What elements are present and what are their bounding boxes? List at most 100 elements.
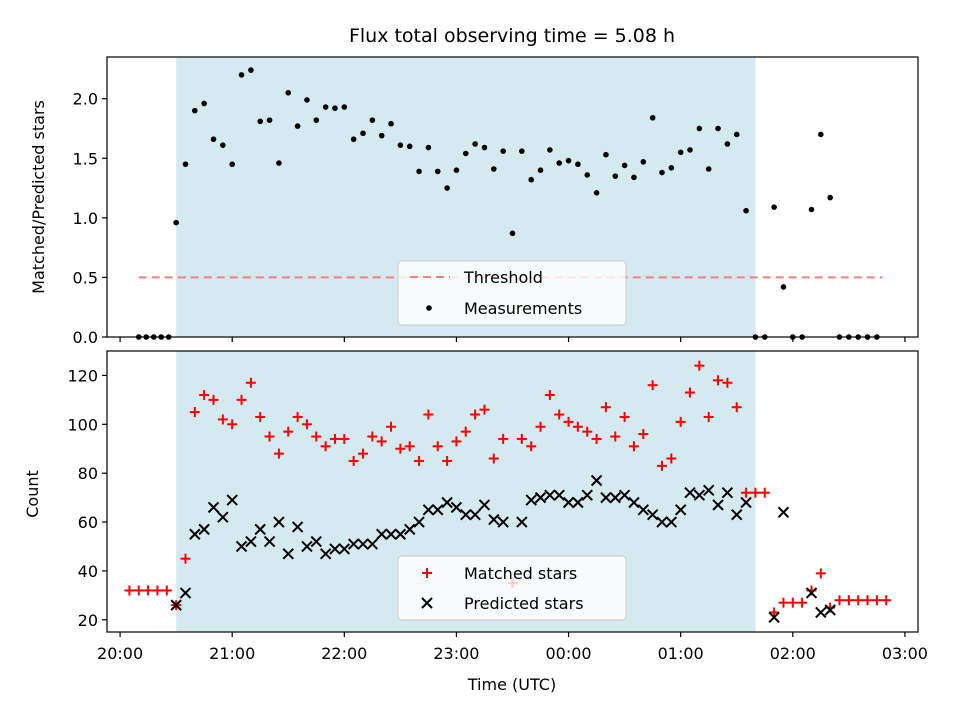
top-y-tick-label: 2.0 [73,90,98,109]
matched-star-point [862,595,873,606]
predicted-star-point [693,489,706,501]
predicted-star-point [235,540,248,553]
matched-star-point [217,414,228,425]
measurement-point [509,230,516,237]
matched-star-point [871,595,882,606]
predicted-star-stroke-b [674,504,687,516]
matched-star-point [535,421,546,432]
measurement-point [453,167,460,173]
matched-star-point [273,448,284,459]
predicted-star-point [712,499,724,511]
measurement-point [210,136,217,143]
matched-star-point [180,553,191,564]
predicted-star-point [656,516,668,528]
measurement-point [603,151,609,158]
matched-star-point [834,595,845,606]
predicted-star-point [179,587,192,599]
predicted-star-point [441,496,453,509]
matched-star-point [591,433,602,444]
predicted-star-stroke-b [590,474,603,487]
predicted-star-stroke-b [562,496,575,509]
predicted-star-stroke-b [646,509,659,521]
bottom-axes-frame [106,350,919,633]
bottom-y-tick-label: 60 [78,513,98,532]
measurement-point [276,160,282,166]
predicted-star-point [777,506,790,518]
matched-star-point [395,443,406,454]
measurement-point [556,160,563,166]
predicted-star-point [721,487,734,499]
predicted-star-point [768,611,780,624]
bottom-y-tick-label: 20 [78,611,98,630]
predicted-star-stroke-b [460,509,472,521]
predicted-star-stroke-b [385,528,397,540]
measurement-point [818,131,824,138]
measurement-point [519,148,525,154]
predicted-star-stroke-b [319,548,332,560]
measurement-point [248,67,254,73]
measurement-point [547,147,553,153]
matched-star-point [853,595,864,606]
predicted-star-stroke-b [572,496,584,509]
measurement-point [584,172,591,178]
matched-star-point [460,426,471,437]
legend-predicted-swatch-b [421,597,433,609]
predicted-star-stroke-b [469,509,481,521]
measurement-point [369,117,376,123]
matched-star-point [741,487,752,498]
matched-star-point [516,433,527,444]
measurement-point [733,131,740,138]
predicted-star-stroke-b [488,513,500,526]
x-tick-label: 02:00 [770,644,816,663]
matched-star-point [797,597,808,608]
predicted-star-stroke-b [721,487,734,499]
ratio-legend-box [397,260,627,326]
predicted-star-stroke-b [347,538,360,550]
matched-star-point [199,389,210,400]
x-axis-label: Time (UTC) [467,675,556,694]
predicted-star-point [422,504,435,516]
x-tick-label: 23:00 [433,644,479,663]
predicted-star-stroke-b [189,528,201,540]
predicted-star-stroke-b [712,499,724,511]
predicted-star-stroke-b [740,496,752,509]
predicted-star-point [357,538,369,550]
predicted-star-point [684,487,696,499]
matched-star-point [526,441,537,452]
measurement-point [462,150,469,157]
matched-star-point [301,419,312,430]
measurement-point [649,114,656,121]
predicted-star-stroke-b [235,540,248,553]
measurement-point [388,120,394,127]
measurement-point [537,167,544,173]
x-tick-label: 22:00 [321,644,367,663]
measurement-point [705,166,712,172]
matched-star-point [143,585,154,596]
predicted-star-stroke-b [413,516,425,528]
predicted-star-point [273,516,285,528]
predicted-star-point [385,528,397,540]
predicted-star-point [469,509,481,521]
predicted-star-point [207,501,220,514]
matched-star-point [647,380,658,391]
matched-star-point [554,409,565,420]
predicted-star-point [544,489,556,501]
predicted-star-point [553,489,565,501]
predicted-star-stroke-b [394,528,407,540]
x-tick-label: 20:00 [97,644,143,663]
predicted-star-stroke-b [656,516,668,528]
predicted-star-point [600,491,612,504]
predicted-star-point [478,499,491,511]
x-tick-label: 00:00 [546,644,592,663]
matched-star-point [292,411,303,422]
matched-star-point [479,404,490,415]
predicted-star-stroke-b [366,538,379,550]
predicted-star-point [189,528,201,540]
predicted-star-point [488,513,500,526]
predicted-star-point [329,543,341,555]
predicted-star-point [245,535,257,548]
measurement-point [192,107,198,114]
predicted-star-point [516,516,528,528]
predicted-star-point [170,599,182,611]
measurement-point [481,144,488,151]
